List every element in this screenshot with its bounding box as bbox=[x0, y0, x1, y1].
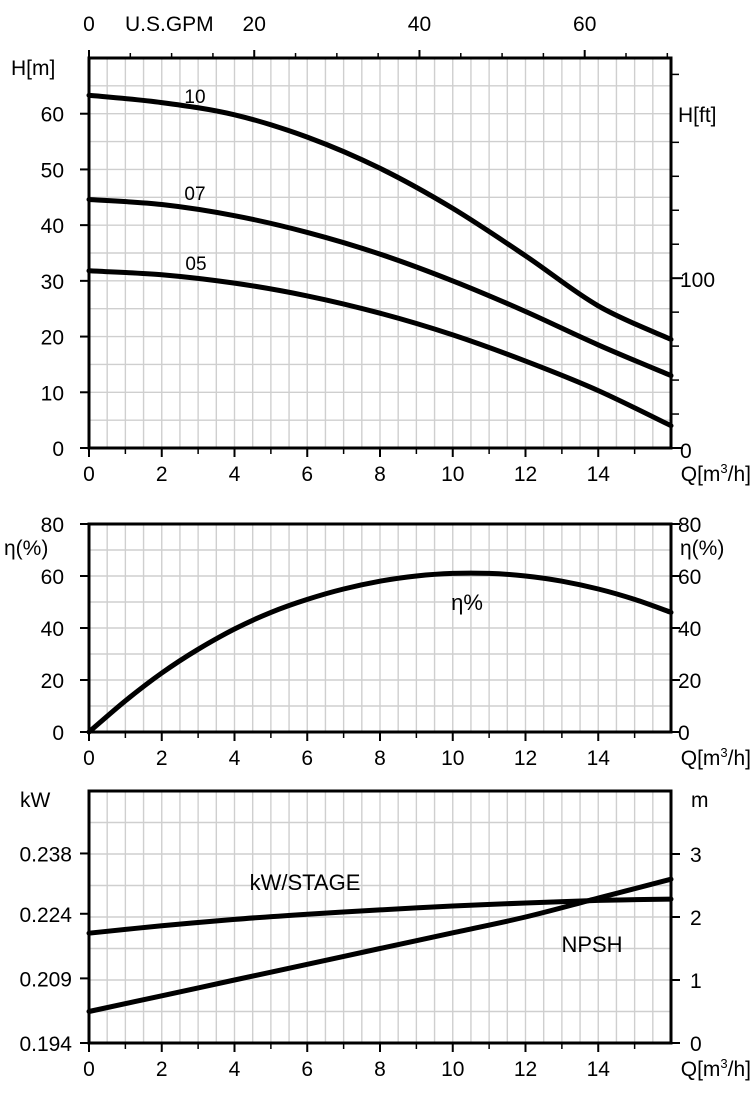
x-tick-label: 8 bbox=[374, 747, 386, 770]
right-axis-label: m bbox=[691, 789, 709, 812]
y-tick-label: 0 bbox=[52, 438, 64, 461]
x-tick-label: 0 bbox=[83, 747, 95, 770]
y-tick-label: 20 bbox=[41, 670, 64, 693]
y-tick-label: 10 bbox=[41, 382, 64, 405]
top-axis-label: U.S.GPM bbox=[125, 13, 214, 36]
power-curve-label: kW/STAGE bbox=[250, 870, 361, 895]
y-tick-label: 40 bbox=[41, 215, 64, 238]
x-tick-label: 12 bbox=[514, 747, 537, 770]
x-tick-label: 10 bbox=[441, 1058, 464, 1081]
efficiency-curve bbox=[86, 570, 674, 735]
y-tick-label: 0.209 bbox=[19, 968, 72, 991]
y-tick-label: 0.194 bbox=[19, 1033, 72, 1056]
right-tick-label: 80 bbox=[678, 514, 701, 537]
head-curve-05 bbox=[86, 268, 674, 429]
x-tick-label: 14 bbox=[587, 747, 611, 770]
right-tick-label: 60 bbox=[678, 566, 701, 589]
curve-label: 07 bbox=[184, 184, 205, 205]
y-tick-label: 20 bbox=[41, 327, 64, 350]
x-tick-label: 6 bbox=[301, 1058, 313, 1081]
top-tick-label: 60 bbox=[573, 13, 596, 36]
x-tick-label: 2 bbox=[156, 463, 168, 486]
x-tick-label: 10 bbox=[441, 463, 464, 486]
x-axis-label: Q[m3/h] bbox=[681, 461, 751, 486]
right-tick-label: 3 bbox=[690, 844, 702, 867]
top-tick-label: 20 bbox=[243, 13, 266, 36]
x-tick-label: 14 bbox=[587, 463, 611, 486]
x-tick-label: 2 bbox=[156, 1058, 168, 1081]
npsh-curve bbox=[86, 876, 674, 1014]
y-tick-label: 80 bbox=[41, 514, 64, 537]
y-axis-label: η(%) bbox=[4, 537, 48, 560]
top-tick-label: 0 bbox=[83, 13, 95, 36]
x-tick-label: 8 bbox=[374, 1058, 386, 1081]
x-tick-label: 4 bbox=[229, 747, 241, 770]
x-tick-label: 6 bbox=[301, 463, 313, 486]
y-axis-label: kW bbox=[20, 789, 51, 812]
curve-label: 05 bbox=[185, 254, 206, 275]
y-tick-label: 0 bbox=[52, 722, 64, 745]
x-tick-label: 14 bbox=[587, 1058, 611, 1081]
x-tick-label: 12 bbox=[514, 463, 537, 486]
x-axis-label: Q[m3/h] bbox=[681, 745, 751, 770]
y-tick-label: 60 bbox=[41, 566, 64, 589]
x-tick-label: 12 bbox=[514, 1058, 537, 1081]
right-tick-label: 0 bbox=[678, 722, 690, 745]
y-tick-label: 30 bbox=[41, 271, 64, 294]
right-tick-label: 40 bbox=[678, 618, 701, 641]
y-tick-label: 50 bbox=[41, 159, 64, 182]
x-tick-label: 4 bbox=[229, 1058, 241, 1081]
top-tick-label: 40 bbox=[408, 13, 431, 36]
right-tick-label: 20 bbox=[678, 670, 701, 693]
npsh-curve-label: NPSH bbox=[561, 932, 622, 957]
x-tick-label: 4 bbox=[229, 463, 241, 486]
right-axis-label: H[ft] bbox=[678, 104, 717, 127]
y-tick-label: 60 bbox=[41, 104, 64, 127]
right-tick-label: 2 bbox=[690, 907, 702, 930]
right-tick-label: 0 bbox=[690, 1033, 702, 1056]
right-tick-label: 0 bbox=[680, 440, 692, 463]
x-tick-label: 8 bbox=[374, 463, 386, 486]
power-curve bbox=[86, 896, 674, 936]
efficiency-curve-label: η% bbox=[451, 590, 483, 615]
head-curve-10 bbox=[86, 92, 674, 342]
y-tick-label: 0.238 bbox=[19, 843, 72, 866]
right-axis-label: η(%) bbox=[680, 537, 724, 560]
x-tick-label: 6 bbox=[301, 747, 313, 770]
y-axis-label: H[m] bbox=[11, 57, 55, 80]
head-curve-07 bbox=[86, 197, 674, 379]
x-tick-label: 0 bbox=[83, 1058, 95, 1081]
curve-label: 10 bbox=[184, 87, 205, 108]
x-tick-label: 0 bbox=[83, 463, 95, 486]
y-tick-label: 0.224 bbox=[19, 904, 72, 927]
right-tick-label: 1 bbox=[690, 970, 702, 993]
right-tick-label: 100 bbox=[680, 269, 715, 292]
x-tick-label: 10 bbox=[441, 747, 464, 770]
x-axis-label: Q[m3/h] bbox=[681, 1056, 751, 1081]
x-tick-label: 2 bbox=[156, 747, 168, 770]
y-tick-label: 40 bbox=[41, 618, 64, 641]
